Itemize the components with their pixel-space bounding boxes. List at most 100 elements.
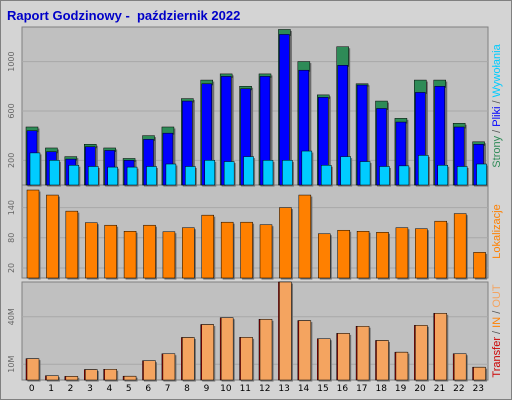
legend-wywolania: Wywołania <box>491 43 503 97</box>
x-tick-label: 21 <box>434 384 445 394</box>
x-tick-label: 4 <box>107 384 113 394</box>
bar-out <box>279 281 292 381</box>
bar-wywolania <box>301 150 313 186</box>
x-tick-label: 8 <box>184 384 190 394</box>
y-tick-label: 10M <box>7 356 16 373</box>
y-tick-label: 20 <box>7 263 16 273</box>
bar-lokalizacje <box>104 224 117 279</box>
x-tick-label: 9 <box>204 384 210 394</box>
bar-lokalizacje <box>337 229 350 279</box>
bar-lokalizacje <box>85 222 98 279</box>
x-tick-label: 19 <box>395 384 407 394</box>
bar-lokalizacje <box>46 194 59 279</box>
bar-lokalizacje <box>259 224 273 279</box>
legend-separator: / <box>491 328 503 337</box>
bar-lokalizacje <box>220 221 234 279</box>
y-tick-label: 80 <box>7 233 16 243</box>
y-tick-label: 1000 <box>7 51 16 71</box>
bar-lokalizacje <box>298 194 312 279</box>
bar-wywolania <box>165 163 177 186</box>
y-tick-label: 140 <box>7 200 16 215</box>
x-tick-label: 14 <box>298 384 310 394</box>
legend-lokalizacje: Lokalizacje <box>491 204 503 258</box>
bar-wywolania <box>418 155 429 186</box>
bar-lokalizacje <box>376 232 389 279</box>
bar-wywolania <box>107 166 118 186</box>
bar-lokalizacje <box>434 220 447 279</box>
y-tick-label: 600 <box>7 103 16 118</box>
x-tick-label: 11 <box>240 384 251 394</box>
bar-wywolania <box>223 161 235 186</box>
bar-lokalizacje <box>356 230 370 279</box>
bar-out <box>201 324 214 381</box>
x-tick-label: 17 <box>356 384 367 394</box>
bar-out <box>143 360 156 381</box>
panel-legend: Lokalizacje <box>491 204 503 258</box>
bar-lokalizacje <box>123 230 137 279</box>
bar-out <box>65 376 79 381</box>
x-tick-label: 22 <box>453 384 464 394</box>
bar-wywolania <box>282 160 293 186</box>
y-tick-label: 40M <box>7 308 16 325</box>
y-tick-label: 200 <box>7 153 16 168</box>
bar-wywolania <box>185 166 196 186</box>
bar-lokalizacje <box>240 221 253 279</box>
x-tick-label: 20 <box>414 384 426 394</box>
bar-wywolania <box>146 166 157 186</box>
bar-wywolania <box>340 156 351 186</box>
x-tick-label: 15 <box>317 384 328 394</box>
x-tick-label: 16 <box>337 384 349 394</box>
legend-strony: Strony <box>491 135 503 167</box>
bar-wywolania <box>88 166 99 186</box>
x-tick-label: 10 <box>220 384 232 394</box>
bar-out <box>434 313 447 381</box>
bar-lokalizacje <box>201 214 214 279</box>
bar-wywolania <box>204 160 215 186</box>
bar-wywolania <box>321 165 332 186</box>
legend-separator: / <box>491 97 503 106</box>
bar-lokalizacje <box>162 231 176 279</box>
bar-out <box>104 369 117 381</box>
visits-panel <box>21 184 489 279</box>
bar-lokalizacje <box>415 228 428 279</box>
bar-out <box>298 320 312 381</box>
bar-out <box>123 375 137 381</box>
bar-out <box>376 340 389 381</box>
bar-lokalizacje <box>143 224 156 279</box>
bar-lokalizacje <box>65 210 79 279</box>
x-tick-label: 23 <box>473 384 484 394</box>
bar-lokalizacje <box>182 227 195 279</box>
traffic-panel <box>21 281 489 381</box>
bar-lokalizacje <box>279 207 292 279</box>
x-tick-label: 13 <box>278 384 289 394</box>
x-tick-label: 7 <box>165 384 171 394</box>
panel-legend: Strony / Pliki / Wywołania <box>491 43 503 167</box>
bar-out <box>337 333 350 381</box>
x-tick-label: 18 <box>375 384 387 394</box>
bar-out <box>259 319 273 381</box>
bar-wywolania <box>262 160 274 186</box>
bar-out <box>220 317 234 381</box>
bar-wywolania <box>29 152 41 186</box>
bar-lokalizacje <box>453 213 467 279</box>
legend-separator: / <box>491 308 503 317</box>
bar-wywolania <box>456 166 468 186</box>
bar-lokalizacje <box>318 233 331 279</box>
x-tick-label: 5 <box>126 384 132 394</box>
bar-lokalizacje <box>473 252 486 279</box>
x-tick-label: 2 <box>68 384 74 394</box>
bar-wywolania <box>476 163 487 186</box>
bar-lokalizacje <box>395 227 409 279</box>
bar-wywolania <box>68 165 80 186</box>
bar-out <box>318 338 331 381</box>
legend-transfer: Transfer <box>491 337 503 378</box>
bar-wywolania <box>437 165 448 186</box>
legend-out: OUT <box>491 284 503 308</box>
x-tick-label: 6 <box>145 384 151 394</box>
bar-wywolania <box>398 165 410 186</box>
bar-out <box>26 358 40 381</box>
bar-lokalizacje <box>26 189 40 279</box>
legend-separator: / <box>491 127 503 136</box>
page-title: Raport Godzinowy - październik 2022 <box>7 8 241 23</box>
